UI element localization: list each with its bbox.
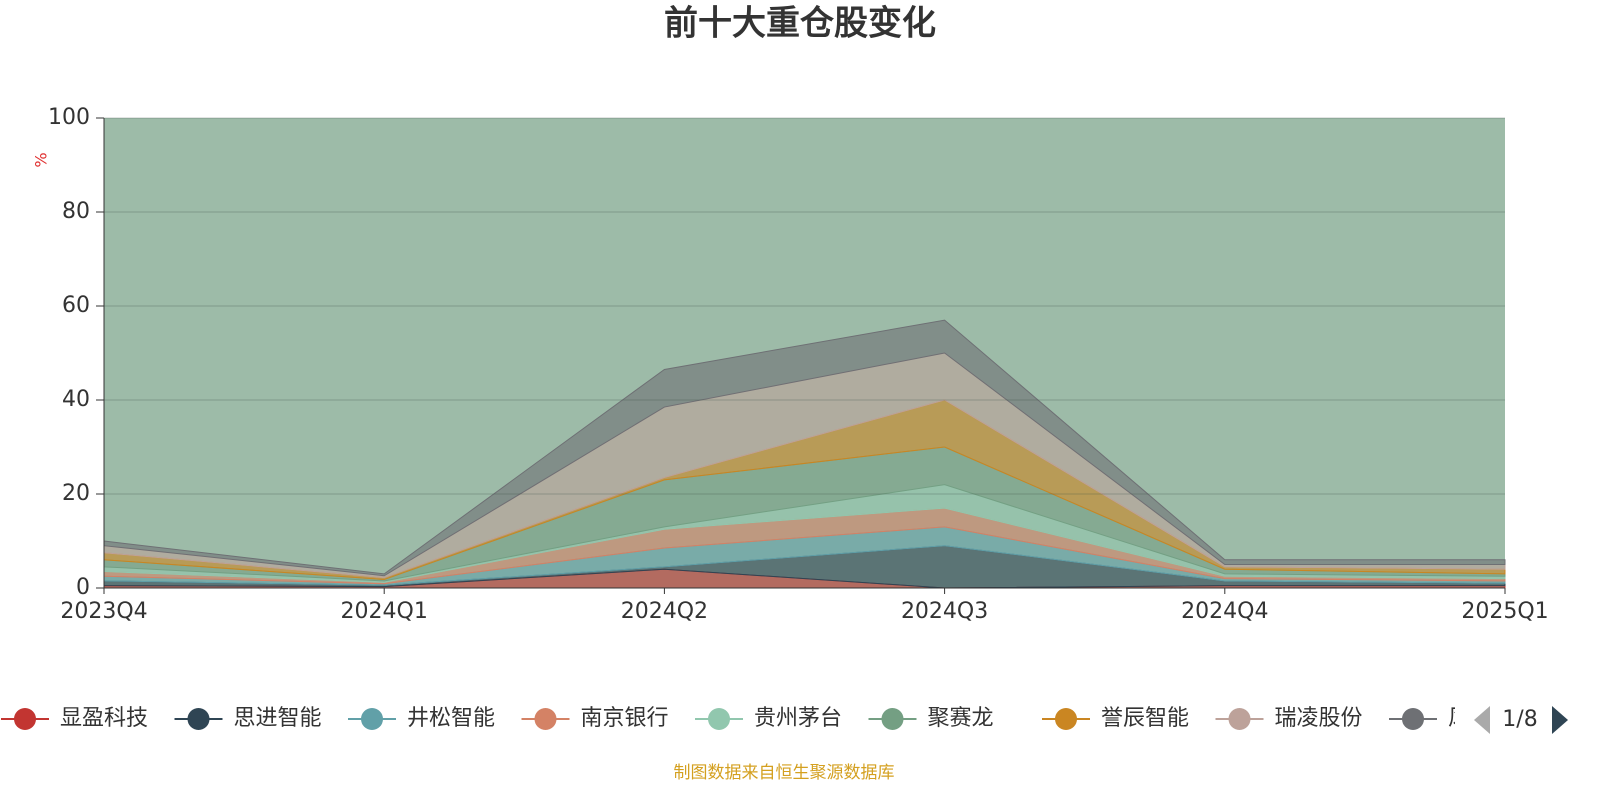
legend-marker — [1055, 708, 1077, 730]
legend-marker — [708, 708, 730, 730]
y-tick-label: 60 — [62, 293, 90, 318]
y-tick-label: 100 — [48, 105, 90, 130]
x-tick-label: 2025Q1 — [1461, 599, 1548, 624]
x-tick-label: 2024Q1 — [341, 599, 428, 624]
legend-label: 风 — [1448, 706, 1470, 731]
legend-label: 思进智能 — [234, 706, 322, 731]
chart-title: 前十大重仓股变化 — [664, 4, 936, 44]
x-tick-label: 2024Q2 — [621, 599, 708, 624]
y-tick-label: 40 — [62, 387, 90, 412]
legend-marker — [534, 708, 557, 730]
legend-marker — [1228, 708, 1251, 730]
legend-label: 南京银行 — [581, 706, 669, 731]
legend-label: 瑞凌股份 — [1275, 706, 1363, 731]
legend-label: 聚赛龙 — [928, 706, 994, 731]
legend-label: 誉辰智能 — [1101, 706, 1189, 731]
legend-label: 贵州茅台 — [754, 706, 842, 731]
y-tick-label: 0 — [76, 575, 90, 600]
x-tick-label: 2023Q4 — [60, 599, 147, 624]
legend-page: 1/8 — [1502, 707, 1537, 732]
area — [103, 319, 1506, 577]
legend-marker — [187, 708, 210, 730]
legend-marker — [1402, 708, 1424, 730]
y-axis-label: % — [32, 152, 51, 167]
legend-next[interactable] — [1552, 706, 1568, 734]
source-note: 制图数据来自恒生聚源数据库 — [674, 763, 895, 783]
legend-label: 显盈科技 — [60, 706, 148, 731]
legend-marker — [361, 708, 383, 730]
y-tick-label: 20 — [62, 481, 90, 506]
legend-label: 井松智能 — [407, 706, 495, 731]
plot — [103, 319, 1506, 589]
legend-marker — [881, 708, 904, 730]
legend-marker — [14, 708, 36, 730]
y-tick-label: 80 — [62, 199, 90, 224]
x-tick-label: 2024Q4 — [1181, 599, 1268, 624]
legend: 显盈科技 思进智能 井松智能 南京银行 贵州茅台 聚赛龙 誉辰智能 瑞凌股份 风 — [1, 706, 1470, 731]
legend-prev[interactable] — [1474, 706, 1490, 734]
x-tick-label: 2024Q3 — [901, 599, 988, 624]
